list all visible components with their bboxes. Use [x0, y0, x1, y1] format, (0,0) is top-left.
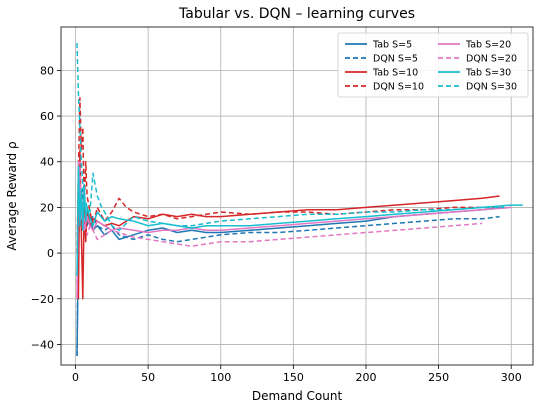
x-tick-labels: 0 50 100 150 200 250 300 [72, 365, 522, 384]
x-tick-label: 0 [72, 371, 79, 384]
y-tick-label: −40 [31, 338, 54, 351]
series-line-tab-s-30 [76, 165, 523, 276]
legend-label-tab-s-5: Tab S=5 [372, 40, 412, 51]
legend-label-tab-s-20: Tab S=20 [465, 40, 511, 51]
series-line-tab-s-20 [76, 160, 512, 299]
legend-frame [337, 32, 529, 98]
legend-label-dqn-s-20: DQN S=20 [466, 54, 517, 65]
legend: Tab S=5 DQN S=5 Tab S=10 DQN S=10 Tab S=20 DQ… [337, 32, 529, 98]
x-tick-label: 50 [141, 371, 155, 384]
y-tick-label: 60 [40, 110, 54, 123]
plot-frame [60, 26, 534, 366]
x-tick-label: 200 [355, 371, 376, 384]
y-tick-label: 20 [40, 201, 54, 214]
x-axis-label: Demand Count [252, 389, 343, 403]
y-tick-label: −20 [31, 293, 54, 306]
y-tick-labels: −40 −20 0 20 40 60 80 [31, 64, 61, 351]
legend-label-dqn-s-10: DQN S=10 [373, 82, 424, 93]
legend-label-tab-s-30: Tab S=30 [465, 68, 511, 79]
y-tick-label: 0 [47, 247, 54, 260]
y-axis-label: Average Reward ρ [5, 141, 19, 250]
series-line-dqn-s-30 [76, 42, 504, 232]
legend-label-tab-s-10: Tab S=10 [372, 68, 418, 79]
y-tick-label: 80 [40, 64, 54, 77]
x-tick-label: 300 [501, 371, 522, 384]
y-tick-label: 40 [40, 156, 54, 169]
series-line-dqn-s-20 [76, 160, 483, 276]
chart-title: Tabular vs. DQN – learning curves [178, 6, 415, 22]
legend-label-dqn-s-30: DQN S=30 [466, 82, 517, 93]
series-line-dqn-s-5 [76, 172, 500, 356]
series-layer [76, 42, 523, 356]
series-line-dqn-s-10 [76, 97, 497, 254]
legend-label-dqn-s-5: DQN S=5 [373, 54, 418, 65]
x-tick-label: 100 [210, 371, 231, 384]
x-tick-label: 250 [428, 371, 449, 384]
x-tick-label: 150 [283, 371, 304, 384]
